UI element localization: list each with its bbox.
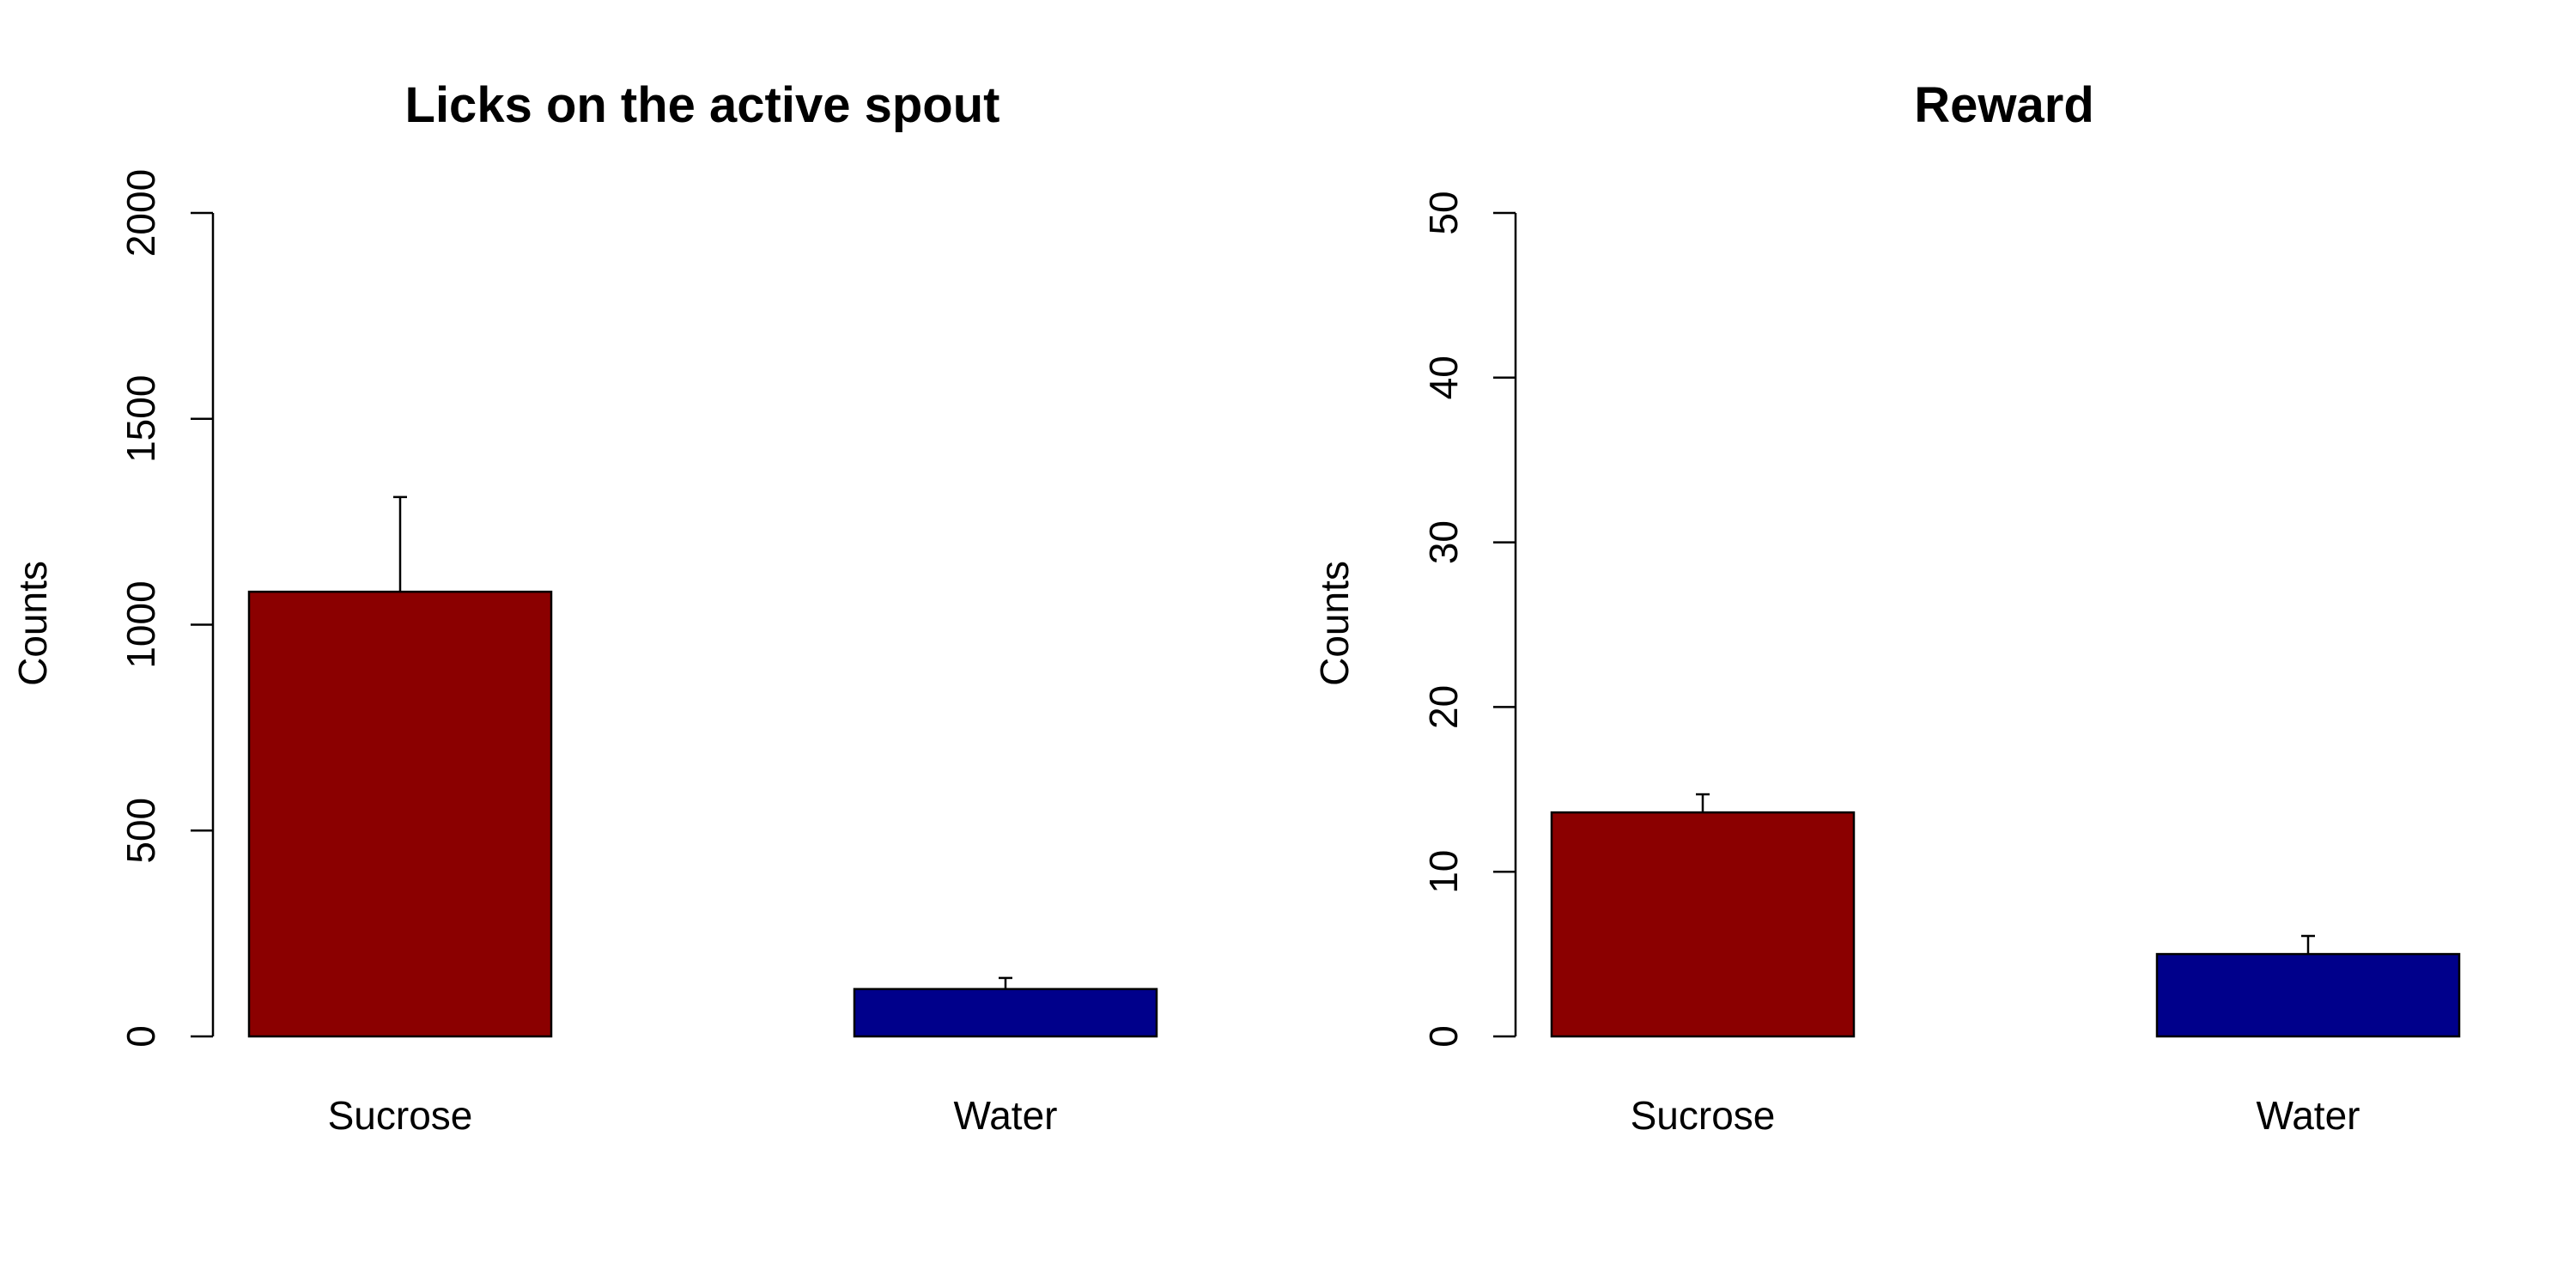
y-axis-label: Counts — [10, 561, 55, 686]
bar-sucrose — [247, 590, 553, 1038]
category-label: Water — [954, 1093, 1058, 1138]
y-tick-label: 2000 — [118, 169, 163, 257]
bar-water — [853, 987, 1158, 1038]
category-label: Sucrose — [1631, 1093, 1776, 1138]
licks-chart-panel: Licks on the active spout Counts 0 500 100… — [10, 77, 1158, 1138]
y-tick-label: 1500 — [118, 375, 163, 463]
y-tick-label: 20 — [1421, 685, 1466, 729]
y-tick-label: 30 — [1421, 520, 1466, 564]
y-tick-label: 0 — [118, 1025, 163, 1048]
chart-title: Reward — [1914, 77, 2094, 133]
bar-water — [2155, 952, 2461, 1038]
y-tick-label: 500 — [118, 798, 163, 864]
y-tick-label: 10 — [1421, 850, 1466, 894]
y-axis-label: Counts — [1312, 561, 1357, 686]
category-label: Water — [2257, 1093, 2360, 1138]
bar-sucrose — [1550, 811, 1856, 1038]
reward-chart-panel: Reward Counts 0 10 20 30 40 50 Sucrose Water — [1312, 77, 2461, 1138]
y-tick-label: 40 — [1421, 355, 1466, 399]
y-tick-label: 1000 — [118, 580, 163, 668]
category-label: Sucrose — [328, 1093, 473, 1138]
y-tick-label: 50 — [1421, 191, 1466, 234]
y-tick-label: 0 — [1421, 1025, 1466, 1048]
chart-title: Licks on the active spout — [405, 77, 1000, 133]
